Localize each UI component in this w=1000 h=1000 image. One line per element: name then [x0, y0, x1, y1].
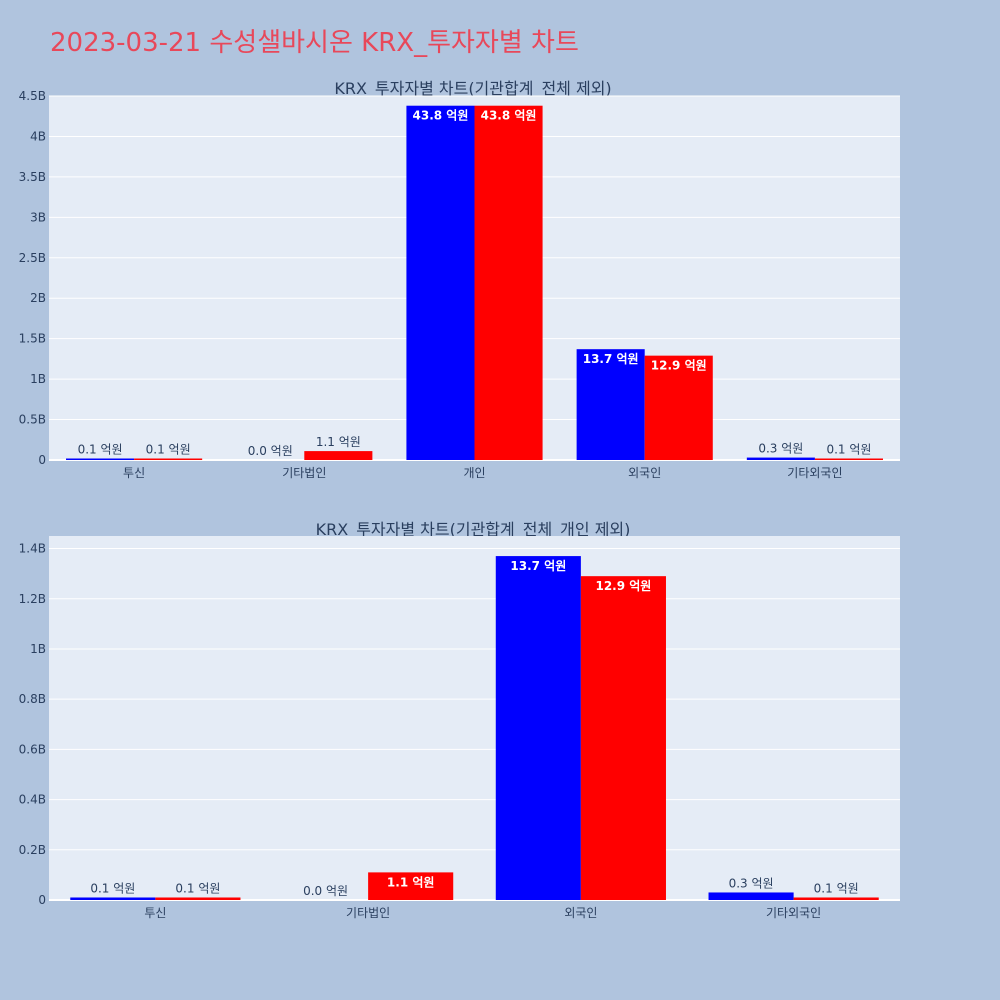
bar: [708, 892, 794, 900]
data-label: 0.1 억원: [90, 881, 135, 895]
y-tick-label: 2B: [30, 291, 46, 305]
data-label: 0.1 억원: [826, 443, 871, 457]
y-tick-label: 0.2B: [19, 843, 46, 857]
bar: [368, 872, 454, 900]
y-tick-label: 0: [38, 893, 46, 907]
x-tick-label: 기타법인: [346, 906, 390, 920]
bar: [66, 458, 135, 460]
bar: [406, 105, 475, 460]
data-label: 0.3 억원: [758, 442, 803, 456]
chart-title: KRX_투자자별 차트(기관합계_전체_개인 제외): [316, 520, 631, 540]
data-label: 0.1 억원: [78, 443, 123, 457]
y-tick-label: 0.4B: [19, 793, 46, 807]
y-tick-label: 3B: [30, 210, 46, 224]
data-label: 0.0 억원: [303, 884, 348, 898]
y-tick-label: 4.5B: [19, 89, 46, 103]
x-tick-label: 개인: [463, 466, 485, 480]
page-title: 2023-03-21 수성샐바시온 KRX_투자자별 차트: [50, 28, 579, 58]
y-tick-label: 3.5B: [19, 170, 46, 184]
investor-chart-all: KRX_투자자별 차트(기관합계_전체 제외) 0 0.5B 1B 1.5B 2B 2.5…: [19, 79, 900, 480]
y-tick-label: 2.5B: [19, 251, 46, 265]
x-tick-label: 기타법인: [282, 466, 326, 480]
y-tick-label: 0.8B: [19, 692, 46, 706]
data-label: 1.1 억원: [387, 875, 435, 889]
bar: [304, 451, 373, 460]
bar: [474, 105, 543, 460]
data-label: 12.9 억원: [651, 359, 707, 373]
data-label: 13.7 억원: [583, 352, 639, 366]
bar: [814, 458, 883, 460]
y-tick-label: 1B: [30, 372, 46, 386]
x-tick-label: 투신: [123, 466, 145, 480]
data-label: 43.8 억원: [481, 109, 537, 123]
bar: [746, 457, 815, 460]
data-label: 43.8 억원: [413, 109, 469, 123]
data-label: 0.1 억원: [146, 443, 191, 457]
data-label: 0.0 억원: [248, 444, 293, 458]
bar: [70, 897, 156, 900]
x-tick-label: 외국인: [564, 906, 597, 920]
data-label: 13.7 억원: [510, 559, 566, 573]
x-tick-label: 기타외국인: [787, 466, 842, 480]
bar: [576, 349, 645, 460]
y-tick-label: 0.5B: [19, 413, 46, 427]
bar: [134, 458, 203, 460]
x-tick-label: 기타외국인: [766, 906, 821, 920]
y-tick-label: 0.6B: [19, 742, 46, 756]
y-tick-label: 1.4B: [19, 542, 46, 556]
y-tick-label: 1B: [30, 642, 46, 656]
plot-area: [49, 536, 900, 900]
y-tick-label: 1.2B: [19, 592, 46, 606]
bar: [580, 576, 666, 900]
chart-title: KRX_투자자별 차트(기관합계_전체 제외): [334, 79, 611, 99]
data-label: 1.1 억원: [316, 435, 361, 449]
investor-chart-ex-individual: KRX_투자자별 차트(기관합계_전체_개인 제외) 0 0.2B 0.4B 0.6B…: [19, 520, 900, 920]
y-tick-label: 0: [38, 453, 46, 467]
y-tick-label: 4B: [30, 129, 46, 143]
data-label: 0.1 억원: [175, 881, 220, 895]
data-label: 0.1 억원: [814, 881, 859, 895]
bar: [793, 897, 879, 900]
bar: [155, 897, 241, 900]
x-tick-label: 외국인: [628, 466, 661, 480]
data-label: 12.9 억원: [595, 579, 651, 593]
y-tick-label: 1.5B: [19, 332, 46, 346]
bar: [644, 355, 713, 460]
bar: [495, 556, 581, 900]
data-label: 0.3 억원: [729, 876, 774, 890]
x-tick-label: 투신: [144, 906, 166, 920]
